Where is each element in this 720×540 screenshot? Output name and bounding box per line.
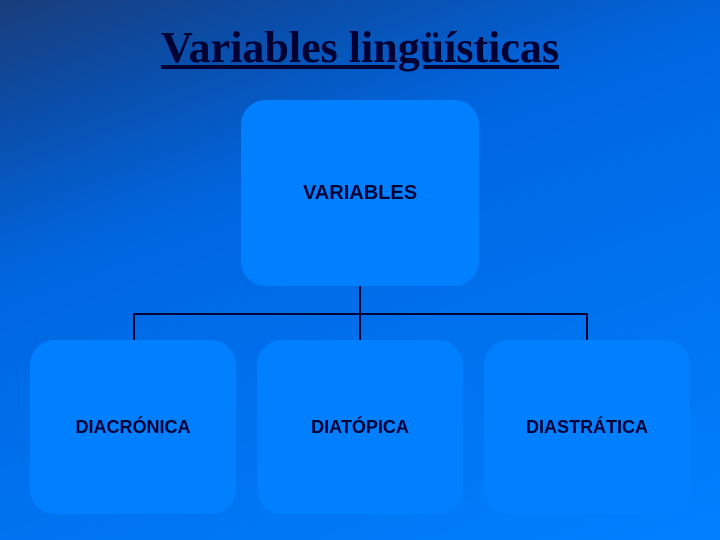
connector-child-2 xyxy=(359,313,361,340)
node-child-1-label: DIACRÓNICA xyxy=(76,417,191,438)
connector-root-stem xyxy=(359,286,361,313)
node-root-label: VARIABLES xyxy=(303,182,417,205)
connector-child-3 xyxy=(586,313,588,340)
node-child-2-label: DIATÓPICA xyxy=(311,417,409,438)
node-child-diastratica: DIASTRÁTICA xyxy=(484,340,690,514)
connector-child-1 xyxy=(133,313,135,340)
node-root-variables: VARIABLES xyxy=(241,100,479,286)
node-child-3-label: DIASTRÁTICA xyxy=(526,417,648,438)
slide-title: Variables lingüísticas xyxy=(161,22,559,73)
node-child-diacronica: DIACRÓNICA xyxy=(30,340,236,514)
node-child-diatopica: DIATÓPICA xyxy=(257,340,463,514)
